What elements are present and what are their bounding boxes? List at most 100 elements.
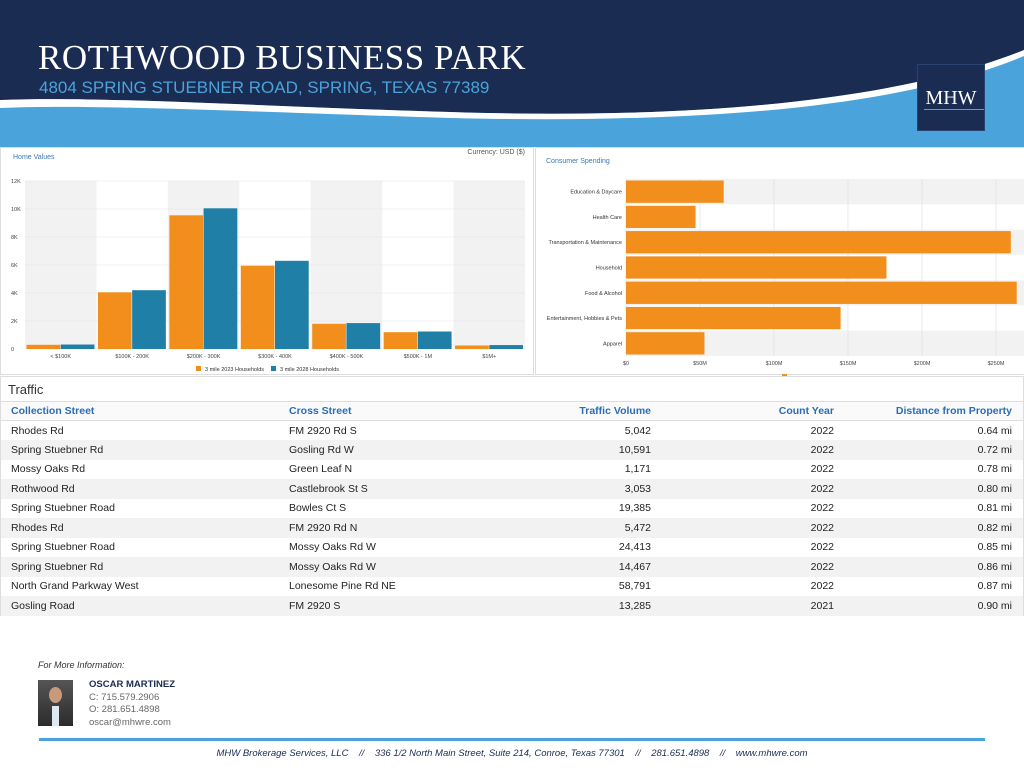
agent-name: OSCAR MARTINEZ	[89, 679, 176, 690]
spending-bar	[626, 281, 1017, 304]
table-cell: 0.72 mi	[977, 443, 1012, 456]
y-category-label: Health Care	[593, 215, 622, 221]
x-tick-label: < $100K	[50, 354, 71, 360]
table-cell: Lonesome Pine Rd NE	[289, 580, 396, 593]
table-row: Mossy Oaks Rd Green Leaf N 1,171 2022 0.78 m…	[1, 460, 1023, 480]
column-header[interactable]: Traffic Volume	[489, 401, 651, 421]
spending-bar	[626, 306, 841, 330]
table-row: Rothwood Rd Castlebrook St S 3,053 2022 0.80…	[1, 479, 1023, 499]
table-cell: Rothwood Rd	[11, 482, 75, 495]
bar-2023	[383, 332, 418, 349]
legend-swatch	[196, 366, 201, 371]
legend-swatch	[271, 366, 276, 371]
spending-bar	[626, 256, 887, 279]
legend-label: 3 mile 2028 Households	[280, 367, 339, 373]
table-cell: 3,053	[624, 482, 651, 495]
table-cell: 1,171	[624, 463, 651, 476]
table-cell: 2022	[810, 521, 834, 534]
table-cell: 2022	[810, 560, 834, 573]
y-category-label: Transportation & Maintenance	[549, 240, 622, 246]
table-cell: Green Leaf N	[289, 463, 353, 476]
bar-2023	[455, 345, 489, 349]
table-cell: 24,413	[618, 541, 651, 554]
table-row: Gosling Road FM 2920 S 13,285 2021 0.90 mi	[1, 596, 1023, 616]
footer-divider	[39, 738, 985, 741]
x-tick-label: $50M	[693, 361, 707, 367]
table-cell: 0.87 mi	[977, 580, 1012, 593]
table-cell: 0.86 mi	[977, 560, 1012, 573]
table-cell: 2022	[810, 580, 834, 593]
home-values-panel: Home Values Currency: USD ($) 0 2K 4K 6K 8K 1…	[0, 147, 534, 375]
y-tick-label: 8K	[11, 235, 18, 241]
traffic-section: Traffic Collection Street Cross Street Tra…	[0, 376, 1024, 616]
bar-2028	[132, 290, 166, 349]
consumer-spending-panel: Consumer Spending $0 $50M $100M $150M $200M $…	[535, 147, 1024, 376]
y-tick-label: 10K	[11, 207, 21, 213]
column-header[interactable]: Cross Street	[289, 401, 489, 421]
mhw-logo: MHW	[917, 64, 985, 131]
table-cell: 19,385	[618, 502, 651, 515]
x-tick-label: $150M	[840, 361, 857, 367]
table-cell: 0.82 mi	[977, 521, 1012, 534]
agent-office: O: 281.651.4898	[89, 704, 160, 715]
agent-photo	[38, 680, 73, 726]
bar-2023	[240, 265, 275, 349]
bar-2028	[275, 260, 309, 349]
table-cell: Spring Stuebner Road	[11, 502, 115, 515]
table-cell: 5,472	[624, 521, 651, 534]
table-cell: 2021	[810, 599, 834, 612]
y-tick-label: 2K	[11, 319, 18, 325]
table-cell: Mossy Oaks Rd	[11, 463, 86, 476]
bar-2023	[26, 344, 61, 349]
x-tick-label: $1M+	[482, 354, 496, 360]
x-tick-label: $300K - 400K	[258, 354, 292, 360]
table-cell: 10,591	[618, 443, 651, 456]
table-cell: 2022	[810, 463, 834, 476]
bar-2028	[417, 331, 452, 349]
page-title: ROTHWOOD BUSINESS PARK	[38, 38, 527, 77]
table-cell: FM 2920 S	[289, 599, 341, 612]
table-cell: 2022	[810, 443, 834, 456]
bar-2028	[60, 344, 95, 349]
column-header[interactable]: Distance from Property	[834, 401, 1023, 421]
table-row: Spring Stuebner Rd Mossy Oaks Rd W 14,467 2…	[1, 557, 1023, 577]
x-tick-label: $250M	[988, 361, 1005, 367]
bar-2023	[169, 215, 204, 349]
table-cell: 2022	[810, 424, 834, 437]
table-row: Spring Stuebner Rd Gosling Rd W 10,591 2022…	[1, 440, 1023, 460]
x-tick-label: $100M	[766, 361, 783, 367]
y-tick-label: 6K	[11, 263, 18, 269]
y-tick-label: 0	[11, 347, 14, 353]
agent-email[interactable]: oscar@mhwre.com	[89, 716, 171, 728]
bar-2028	[346, 323, 381, 349]
home-values-chart: 0 2K 4K 6K 8K 10K 12K < $100K $100K - 200K $200K …	[11, 179, 525, 373]
table-cell: Mossy Oaks Rd W	[289, 560, 376, 573]
table-cell: Mossy Oaks Rd W	[289, 541, 376, 554]
table-cell: 0.64 mi	[977, 424, 1012, 437]
x-tick-label: $400K - 500K	[330, 354, 364, 360]
column-header[interactable]: Collection Street	[1, 401, 289, 421]
table-cell: 2022	[810, 502, 834, 515]
spending-bar	[626, 205, 696, 229]
consumer-spending-chart: $0 $50M $100M $150M $200M $250M Education & Da…	[547, 179, 1024, 376]
table-cell: Rhodes Rd	[11, 521, 64, 534]
agent-cell: C: 715.579.2906	[89, 691, 160, 703]
bar-2023	[97, 292, 132, 349]
traffic-title: Traffic	[8, 382, 44, 397]
table-cell: Spring Stuebner Rd	[11, 443, 104, 456]
table-cell: 13,285	[618, 599, 651, 612]
table-row: Spring Stuebner Road Bowles Ct S 19,385 202…	[1, 499, 1023, 519]
legend-label: 3 mile 2023 Households	[205, 367, 264, 373]
table-cell: FM 2920 Rd N	[289, 521, 358, 534]
table-row: North Grand Parkway West Lonesome Pine Rd…	[1, 577, 1023, 597]
table-cell: 0.85 mi	[977, 541, 1012, 554]
table-cell: 14,467	[618, 560, 651, 573]
table-cell: 0.80 mi	[977, 482, 1012, 495]
table-row: Rhodes Rd FM 2920 Rd S 5,042 2022 0.64 mi	[1, 421, 1023, 441]
x-tick-label: $200K - 300K	[187, 354, 221, 360]
y-category-label: Apparel	[603, 341, 622, 347]
y-category-label: Entertainment, Hobbies & Pets	[547, 316, 622, 322]
table-cell: Gosling Road	[11, 599, 75, 612]
header-banner	[0, 0, 1024, 147]
column-header[interactable]: Count Year	[651, 401, 834, 421]
